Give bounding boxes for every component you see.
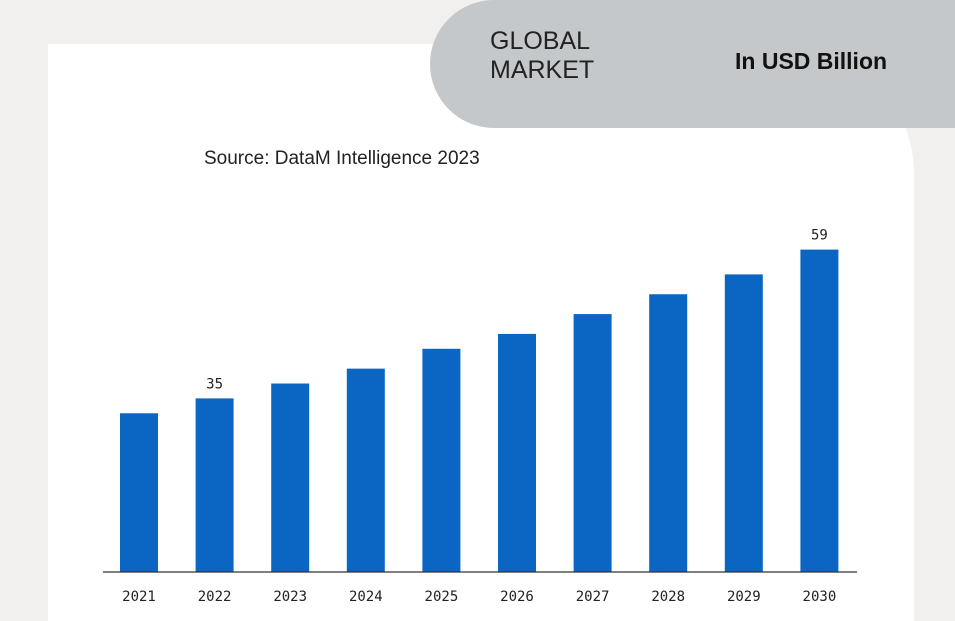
bar-2029 — [724, 274, 763, 572]
x-tick-2024: 2024 — [349, 589, 383, 605]
bar-2028 — [649, 294, 688, 572]
source-label: Source: DataM Intelligence 2023 — [204, 148, 480, 169]
bar-2027 — [573, 314, 612, 572]
bar-2030 — [800, 249, 839, 572]
bar-2021 — [120, 413, 158, 572]
data-label-2030: 59 — [811, 228, 828, 244]
bar-2026 — [498, 333, 536, 572]
bar-2024 — [346, 368, 385, 572]
chart-card — [48, 44, 914, 621]
x-tick-2030: 2030 — [803, 589, 837, 605]
x-tick-2029: 2029 — [727, 589, 761, 605]
header-banner — [430, 0, 955, 128]
bar-2022 — [195, 398, 234, 572]
data-label-2022: 35 — [206, 376, 223, 392]
market-title: GLOBAL MARKET — [490, 27, 595, 84]
bar-2023 — [271, 383, 310, 572]
x-tick-2025: 2025 — [425, 589, 459, 605]
unit-label: In USD Billion — [735, 48, 888, 74]
bar-2025 — [422, 348, 461, 572]
x-tick-2027: 2027 — [576, 589, 610, 605]
x-tick-2022: 2022 — [198, 589, 232, 605]
x-tick-2028: 2028 — [651, 589, 685, 605]
x-tick-2023: 2023 — [273, 589, 307, 605]
x-tick-2026: 2026 — [500, 589, 534, 605]
x-tick-2021: 2021 — [122, 589, 156, 605]
